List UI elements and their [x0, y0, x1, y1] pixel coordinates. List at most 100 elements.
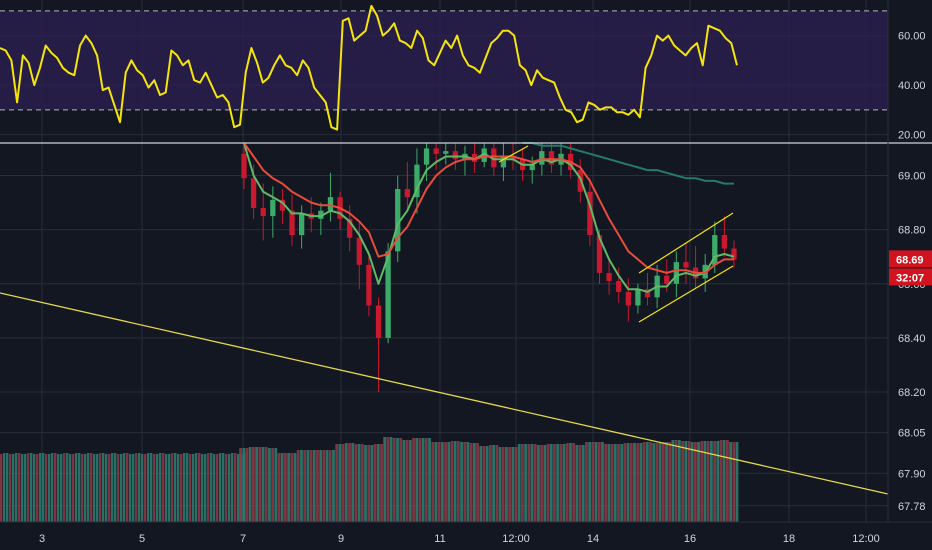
volume-bar — [722, 440, 726, 522]
time-axis-tick-label: 12:00 — [852, 533, 880, 545]
volume-bar — [30, 453, 33, 522]
time-axis-tick-label: 14 — [587, 533, 599, 545]
volume-bar — [234, 453, 237, 522]
volume-bar — [45, 453, 48, 522]
volume-bar — [607, 444, 611, 522]
volume-bar — [287, 453, 291, 522]
price-axis[interactable]: 60.0040.0020.0069.0068.8068.6068.4068.20… — [887, 0, 926, 522]
volume-bar — [322, 450, 326, 522]
candle-body — [635, 289, 641, 306]
volume-bar — [671, 440, 675, 522]
candle-body — [241, 153, 247, 179]
volume-bar — [177, 453, 180, 522]
volume-bar — [319, 450, 323, 522]
volume-bar — [81, 453, 84, 522]
volume-bar — [18, 453, 21, 522]
volume-bar — [537, 445, 540, 522]
volume-bar — [415, 438, 419, 522]
volume-bar — [684, 441, 688, 522]
volume-bar — [12, 453, 15, 522]
volume-bar — [392, 438, 396, 522]
volume-bar — [412, 438, 415, 522]
volume-bar — [129, 453, 132, 522]
volume-bar — [309, 450, 313, 522]
price-axis-tick-label: 67.90 — [898, 468, 926, 480]
volume-bar — [117, 453, 120, 522]
volume-bar — [222, 453, 225, 522]
volume-bar — [192, 453, 195, 522]
volume-bar — [665, 442, 668, 522]
volume-bar — [681, 441, 684, 522]
volume-bar — [610, 444, 614, 522]
candle-body — [664, 275, 670, 284]
volume-bar — [466, 442, 470, 522]
volume-bar — [713, 441, 716, 522]
volume-bar — [604, 444, 608, 522]
volume-bar — [9, 453, 12, 522]
volume-bar — [132, 453, 135, 522]
volume-bar — [469, 443, 473, 522]
volume-bar — [591, 442, 595, 522]
rsi-axis-tick-label: 40.00 — [898, 80, 926, 92]
time-axis-tick-label: 12:00 — [502, 533, 530, 545]
volume-bar — [553, 444, 556, 522]
volume-bar — [277, 453, 281, 522]
candle-body — [539, 151, 545, 165]
volume-bar — [284, 453, 287, 522]
candle-body — [500, 156, 507, 168]
volume-bar — [367, 445, 371, 522]
volume-bar — [572, 443, 576, 522]
volume-bar — [120, 453, 123, 522]
ema-slow-line — [243, 142, 734, 274]
volume-bar — [601, 442, 604, 522]
sma-long-line — [522, 142, 734, 185]
price-axis-tick-label: 68.20 — [898, 387, 926, 399]
candle-body — [481, 148, 487, 162]
volume-bar — [105, 453, 108, 522]
volume-bar — [735, 442, 739, 522]
volume-bar — [274, 448, 278, 522]
volume-bar — [540, 445, 544, 522]
rsi-line — [0, 4, 738, 131]
volume-bar — [626, 443, 630, 522]
volume-bar — [642, 442, 646, 522]
volume-bar — [93, 453, 96, 522]
volume-bar — [316, 450, 319, 522]
volume-bar — [162, 453, 165, 522]
volume-bar — [183, 453, 186, 522]
volume-bar — [48, 453, 51, 522]
price-axis-tick-label: 68.40 — [898, 333, 926, 345]
volume-bar — [6, 453, 9, 522]
volume-bar — [511, 447, 515, 522]
time-axis[interactable]: 3 5 7 9 11 12:00 14 16 18 12:00 — [0, 521, 932, 545]
candle-body — [452, 151, 459, 160]
volume-bar — [111, 453, 114, 522]
candle-body — [673, 262, 679, 284]
volume-bar — [396, 438, 399, 522]
volume-bar — [508, 447, 512, 522]
volume-bar — [351, 443, 355, 522]
volume-bar — [693, 442, 697, 522]
drawings — [0, 145, 889, 495]
volume-bar — [623, 443, 627, 522]
volume-bar — [498, 447, 502, 522]
volume-bar — [655, 443, 659, 522]
candle-body — [414, 164, 420, 198]
volume-bar — [729, 442, 732, 522]
volume-bar — [578, 445, 582, 522]
volume-bar — [242, 448, 246, 522]
volume-bar — [437, 442, 441, 522]
rsi-levels — [0, 10, 888, 111]
volume-bar — [389, 437, 393, 522]
time-axis-tick-label: 18 — [783, 533, 795, 545]
volume-bar — [460, 442, 463, 522]
volume-bar — [261, 447, 265, 522]
volume-bar — [84, 453, 87, 522]
candle-body — [443, 151, 449, 154]
candle-body — [347, 218, 353, 238]
volume-bar — [102, 453, 105, 522]
volume-bar — [418, 438, 422, 522]
volume-bar — [213, 453, 216, 522]
volume-bar — [201, 453, 204, 522]
